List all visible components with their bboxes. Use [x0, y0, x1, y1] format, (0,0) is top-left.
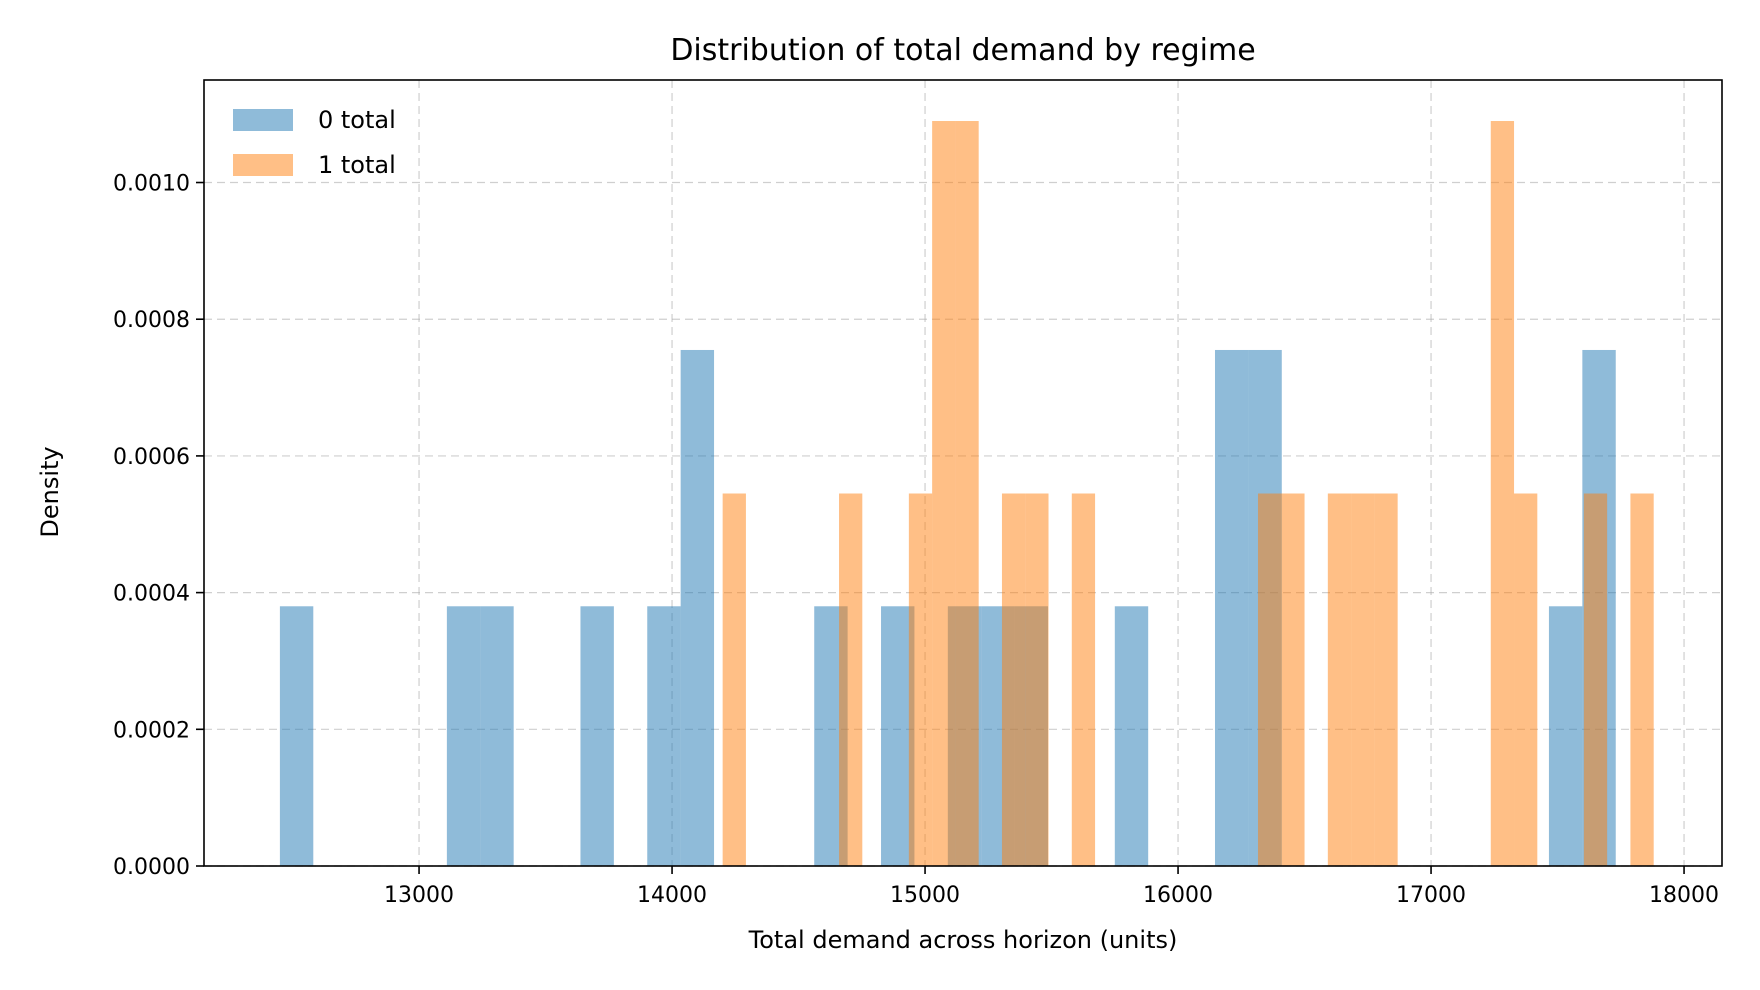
legend-label-0: 0 total — [318, 106, 396, 134]
y-ticks: 0.0000 0.0002 0.0004 0.0006 0.0008 0.0010 — [113, 172, 204, 880]
bar-series-0-bin-14 — [1548, 606, 1583, 866]
bar-series-0-bin-3 — [580, 606, 614, 866]
bar-series-0-bin-1 — [446, 606, 481, 866]
bar-series-1-bin-4 — [955, 121, 979, 867]
bar-series-1-bin-12 — [1374, 493, 1398, 866]
x-tick-label-2: 15000 — [890, 883, 960, 908]
bar-series-1-bin-6 — [1025, 493, 1049, 866]
bar-series-0-bin-4 — [647, 606, 681, 866]
axes — [203, 79, 1723, 867]
bar-series-0-bin-2 — [480, 606, 514, 866]
y-tick-label-5: 0.0010 — [113, 172, 190, 197]
bar-series-0-bin-12 — [1214, 349, 1249, 867]
legend-swatch-1 — [233, 154, 293, 176]
y-tick-label-1: 0.0002 — [113, 718, 190, 743]
bar-series-1-bin-13 — [1490, 121, 1515, 867]
x-tick-label-3: 16000 — [1143, 883, 1213, 908]
legend: 0 total 1 total — [233, 106, 396, 179]
bar-series-0-bin-5 — [680, 349, 715, 867]
x-axis-label: Total demand across horizon (units) — [748, 926, 1178, 954]
bar-series-1-bin-1 — [839, 493, 863, 866]
x-tick-label-4: 17000 — [1396, 883, 1466, 908]
y-tick-label-2: 0.0004 — [113, 582, 190, 607]
y-tick-label-0: 0.0000 — [113, 855, 190, 880]
bar-series-1-bin-8 — [1257, 493, 1282, 866]
x-tick-label-0: 13000 — [384, 883, 454, 908]
bar-series-1-bin-16 — [1630, 493, 1654, 866]
x-tick-label-1: 14000 — [637, 883, 707, 908]
legend-swatch-0 — [233, 109, 293, 131]
bar-series-0-bin-11 — [1114, 606, 1149, 866]
bar-series-0-bin-0 — [279, 606, 314, 866]
plot-frame — [203, 79, 1723, 867]
bar-series-1-bin-3 — [932, 121, 956, 867]
bar-series-1-bin-9 — [1281, 493, 1305, 866]
bar-series-1-bin-7 — [1071, 493, 1096, 866]
histogram-bars — [279, 121, 1654, 867]
y-axis-label: Density — [36, 446, 64, 537]
bar-series-1-bin-2 — [908, 493, 933, 866]
bar-series-1-bin-0 — [722, 493, 746, 866]
legend-label-1: 1 total — [318, 151, 396, 179]
bar-series-1-bin-15 — [1583, 493, 1608, 866]
y-tick-label-3: 0.0006 — [113, 445, 190, 470]
bar-series-1-bin-5 — [1001, 493, 1026, 866]
bar-series-1-bin-11 — [1351, 493, 1375, 866]
bar-series-1-bin-10 — [1327, 493, 1352, 866]
x-tick-label-5: 18000 — [1649, 883, 1719, 908]
chart-title: Distribution of total demand by regime — [670, 33, 1255, 68]
bar-series-1-bin-14 — [1514, 493, 1538, 866]
x-ticks: 13000 14000 15000 16000 17000 18000 — [384, 866, 1719, 908]
y-tick-label-4: 0.0008 — [113, 308, 190, 333]
